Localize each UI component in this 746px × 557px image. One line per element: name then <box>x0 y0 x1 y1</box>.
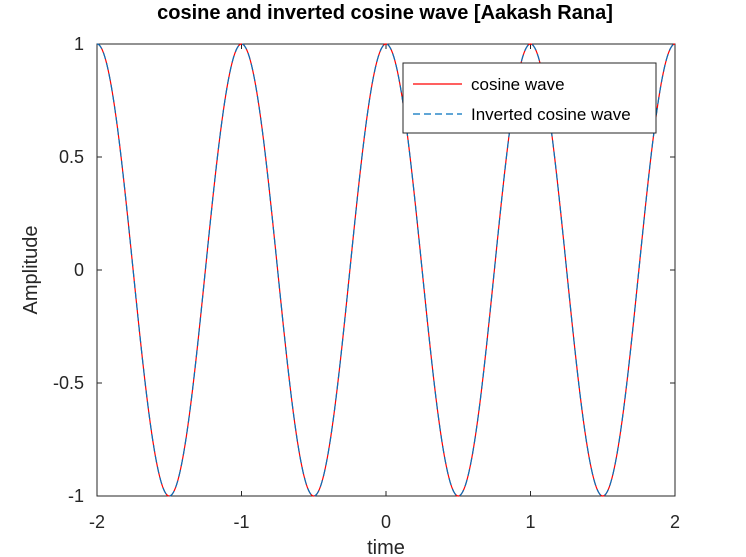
legend: cosine wave Inverted cosine wave <box>402 62 657 134</box>
y-tick-label: -0.5 <box>53 373 84 393</box>
x-tick-label: 1 <box>525 512 535 532</box>
y-tick-label: 1 <box>74 34 84 54</box>
y-tick-label: 0.5 <box>59 147 84 167</box>
y-tick-label: 0 <box>74 260 84 280</box>
x-tick-label: 2 <box>670 512 680 532</box>
legend-label-cosine-wave: cosine wave <box>471 75 565 94</box>
legend-box <box>402 62 657 134</box>
x-axis-title: time <box>367 537 405 557</box>
y-tick-label: -1 <box>68 486 84 506</box>
x-tick-label: 0 <box>381 512 391 532</box>
chart-title: cosine and inverted cosine wave [Aakash … <box>157 2 613 24</box>
x-tick-label: -1 <box>233 512 249 532</box>
y-axis-title: Amplitude <box>20 226 42 315</box>
series-line-inverted-cosine-wave <box>96 43 676 497</box>
series-lines <box>96 43 676 497</box>
legend-label-inverted-cosine-wave: Inverted cosine wave <box>471 105 631 124</box>
x-tick-label: -2 <box>89 512 105 532</box>
x-axis: -2 -1 0 1 2 <box>89 44 680 532</box>
y-axis: -1 -0.5 0 0.5 1 <box>53 34 675 506</box>
